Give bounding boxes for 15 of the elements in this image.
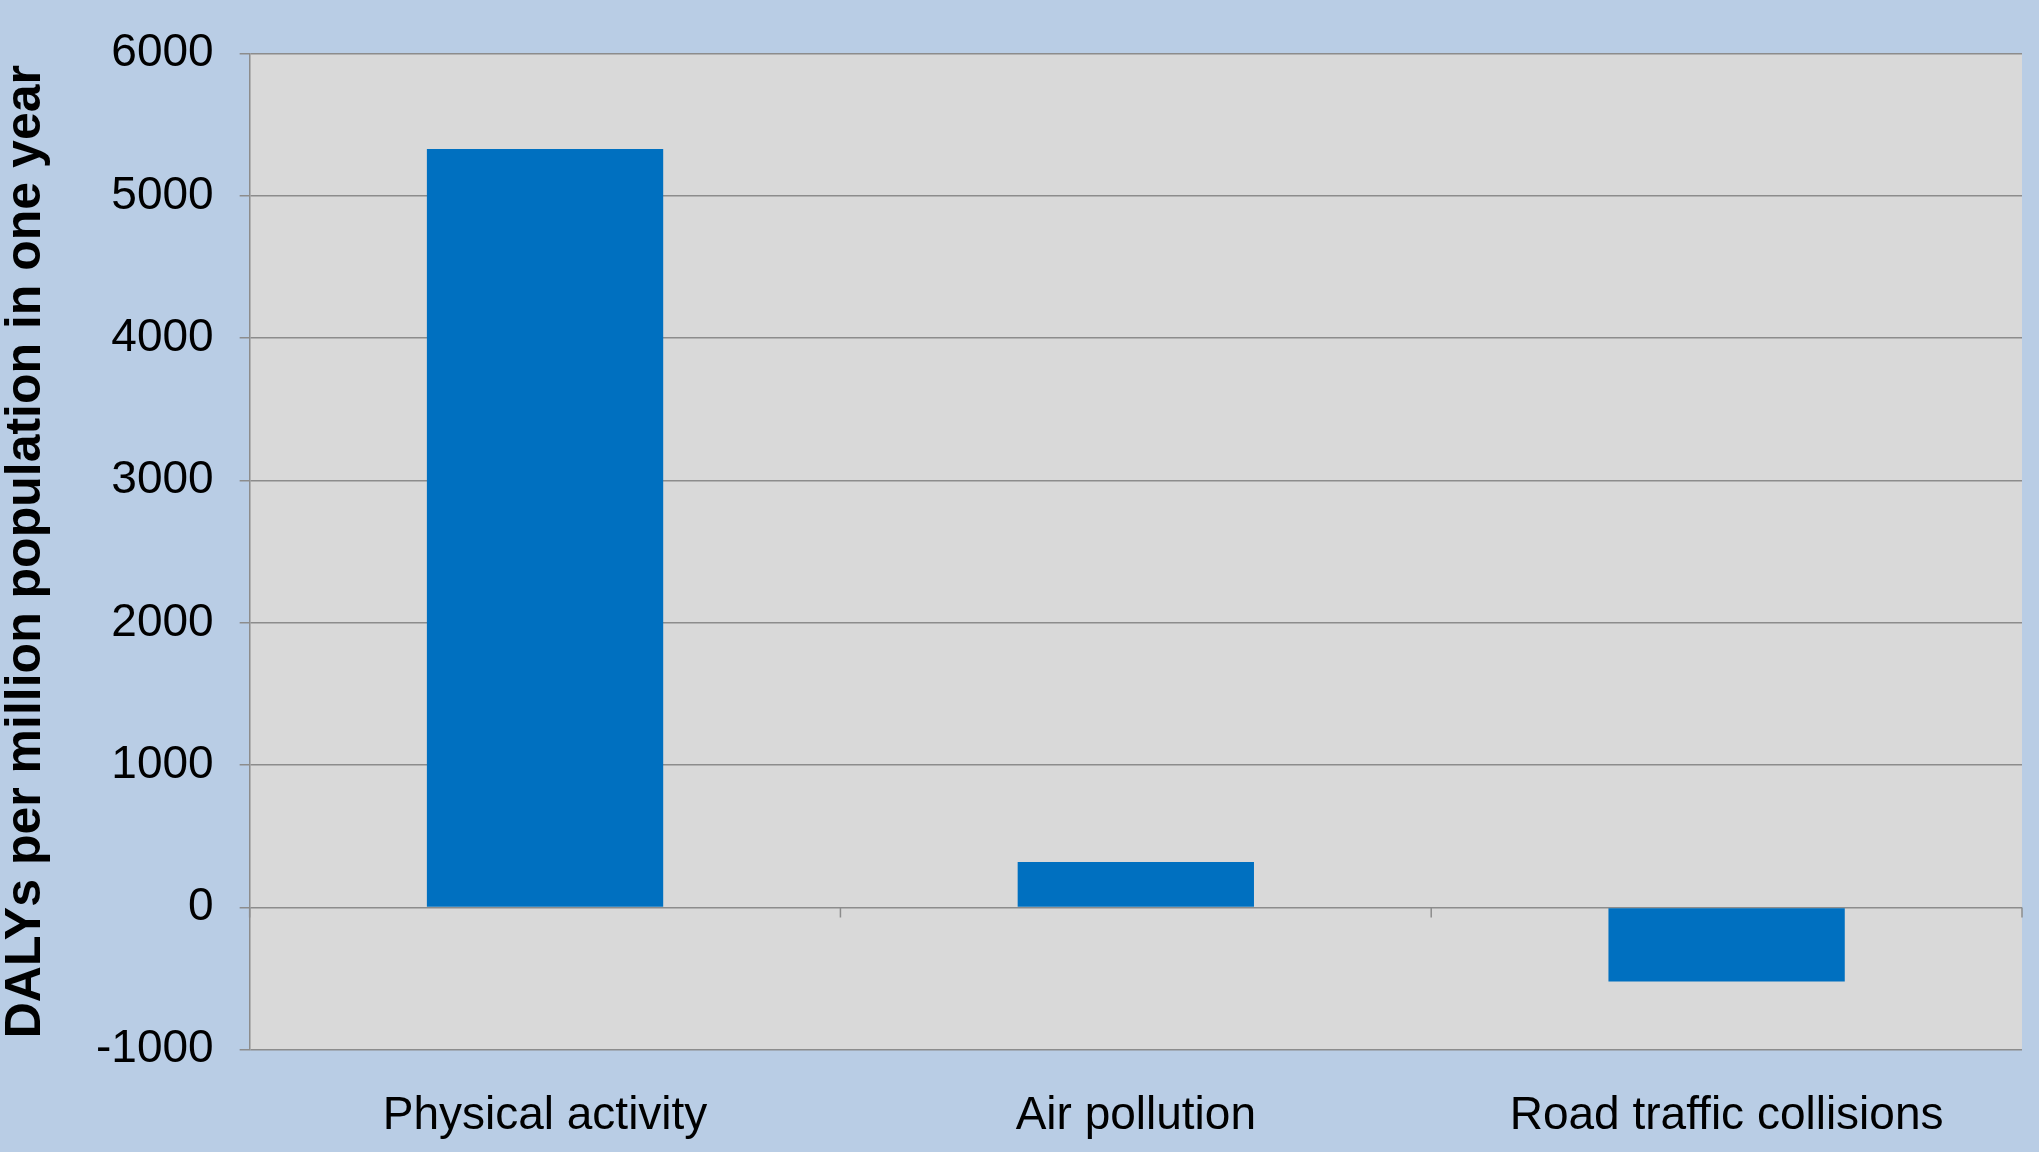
y-tick-label: 1000 [111, 735, 214, 788]
bar [426, 148, 664, 907]
y-tick-label: -1000 [95, 1020, 214, 1073]
bar [1608, 908, 1845, 982]
y-axis-title: DALYs per million population in one year [0, 65, 51, 1039]
y-tick-label: 6000 [111, 24, 214, 77]
y-tick-label: 5000 [111, 166, 214, 219]
bar [1017, 861, 1254, 907]
x-tick-label: Air pollution [1015, 1087, 1256, 1140]
x-tick-label: Road traffic collisions [1509, 1087, 1944, 1140]
y-tick-label: 4000 [111, 308, 214, 361]
y-tick-label: 2000 [111, 593, 214, 646]
y-tick-label: 0 [188, 878, 214, 931]
y-tick-label: 3000 [111, 451, 214, 504]
x-tick-label: Physical activity [382, 1087, 708, 1140]
